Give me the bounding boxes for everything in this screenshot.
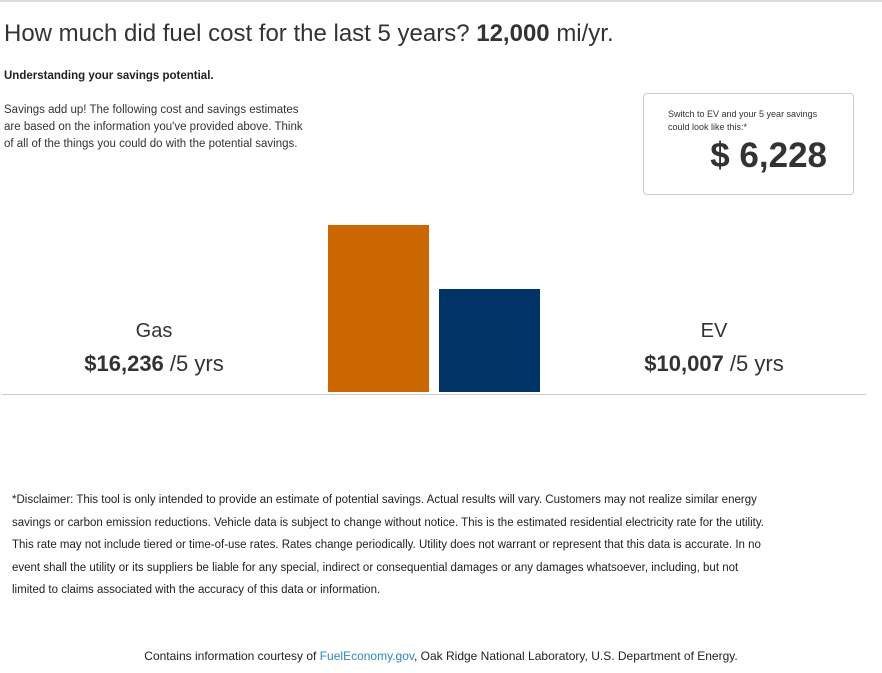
disclaimer-line: *Disclaimer: This tool is only intended … [12, 494, 757, 506]
ev-unit: /5 yrs [729, 351, 784, 376]
miles-value: 12,000 [476, 20, 550, 47]
savings-amount: $ 6,228 [710, 136, 827, 175]
gas-label-group: Gas $16,236 /5 yrs [54, 320, 254, 377]
disclaimer-line: event shall the utility or its suppliers… [12, 561, 739, 574]
ev-label: EV [700, 320, 728, 342]
miles-unit: mi/yr. [556, 20, 614, 47]
savings-label: Switch to EV and your 5 year savings cou… [668, 109, 818, 132]
disclaimer-line: limited to claims associated with the ac… [12, 584, 381, 597]
disclaimer: *Disclaimer: This tool is only intended … [12, 489, 764, 602]
ev-amount: $10,007 [644, 351, 724, 376]
chart-baseline [2, 394, 866, 395]
gas-bar [328, 225, 429, 392]
disclaimer-line: This rate may not include tiered or time… [12, 539, 761, 552]
footer-suffix: , Oak Ridge National Laboratory, U.S. De… [413, 649, 738, 663]
footer: Contains information courtesy of FuelEco… [0, 649, 882, 663]
disclaimer-line: savings or carbon emission reductions. V… [12, 516, 764, 529]
fueleconomy-link[interactable]: FuelEconomy.gov [319, 649, 414, 663]
intro-text: Savings add up! The following cost and s… [4, 104, 303, 150]
footer-prefix: Contains information courtesy of [144, 649, 317, 663]
page-title: How much did fuel cost for the last 5 ye… [4, 20, 614, 48]
savings-box: Switch to EV and your 5 year savings cou… [643, 93, 854, 195]
title-text: How much did fuel cost for the last 5 ye… [4, 20, 470, 47]
subheading: Understanding your savings potential. [4, 70, 214, 82]
gas-label: Gas [135, 320, 173, 342]
gas-amount: $16,236 [84, 351, 164, 376]
gas-unit: /5 yrs [169, 351, 224, 376]
ev-bar [439, 289, 540, 392]
ev-label-group: EV $10,007 /5 yrs [614, 320, 814, 377]
